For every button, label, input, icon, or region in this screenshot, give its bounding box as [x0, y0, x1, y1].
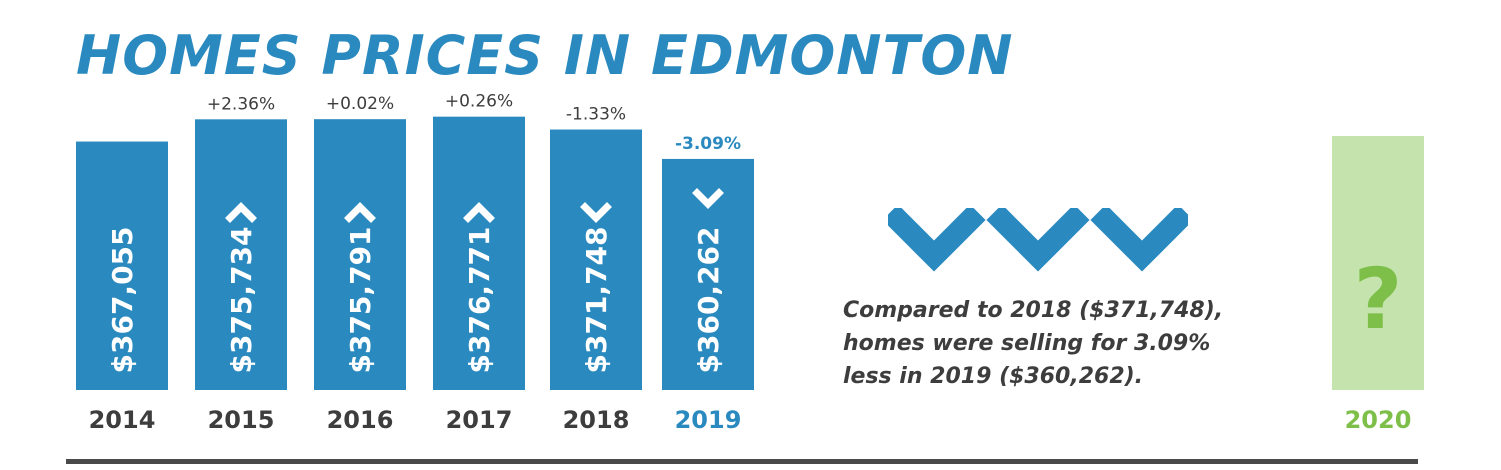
chevron-up-icon: [225, 202, 257, 223]
change-label: +2.36%: [207, 94, 275, 114]
chevron-down-icon: [888, 208, 986, 272]
question-mark-icon: ?: [1354, 250, 1403, 348]
chevron-down-icon: [1090, 208, 1188, 272]
summary-line: Compared to 2018 ($371,748),: [843, 298, 1224, 323]
bar-value-label: $375,791: [344, 226, 377, 373]
bar-2018: [550, 129, 642, 390]
summary-line: less in 2019 ($360,262).: [843, 364, 1144, 389]
category-label-2014: 2014: [89, 406, 156, 434]
category-label-2019: 2019: [675, 406, 742, 434]
bar-2014: [76, 141, 168, 390]
chevron-up-icon: [344, 202, 376, 223]
bar-value-label: $367,055: [106, 226, 139, 373]
change-label: +0.02%: [326, 94, 394, 114]
baseline-rule: [66, 459, 1418, 464]
change-label: +0.26%: [445, 92, 513, 112]
bar-2017: [433, 116, 525, 391]
bar-2020: [1332, 136, 1424, 390]
chevron-up-icon: [463, 202, 495, 223]
change-label: -1.33%: [566, 105, 626, 125]
category-label-2016: 2016: [327, 406, 394, 434]
bar-value-label: $360,262: [692, 226, 725, 373]
summary-line: homes were selling for 3.09%: [843, 331, 1211, 356]
chevron-down-icon: [580, 202, 612, 223]
bar-value-label: $371,748: [580, 226, 613, 373]
bar-2015: [195, 119, 287, 391]
category-label-2017: 2017: [446, 406, 513, 434]
chevron-down-icon: [692, 188, 724, 209]
bar-2019: [662, 158, 754, 390]
category-label-2020: 2020: [1345, 406, 1412, 434]
chevron-down-icon: [986, 208, 1090, 272]
trend-down-chevrons: [888, 208, 1188, 272]
summary-text: Compared to 2018 ($371,748), homes were …: [843, 294, 1273, 393]
bar-2016: [314, 119, 406, 390]
category-label-2018: 2018: [563, 406, 630, 434]
bar-value-label: $376,771: [463, 226, 496, 373]
change-label: -3.09%: [675, 134, 741, 154]
page-title: HOMES PRICES IN EDMONTON: [76, 24, 1014, 87]
bar-value-label: $375,734: [225, 226, 258, 373]
category-label-2015: 2015: [208, 406, 275, 434]
